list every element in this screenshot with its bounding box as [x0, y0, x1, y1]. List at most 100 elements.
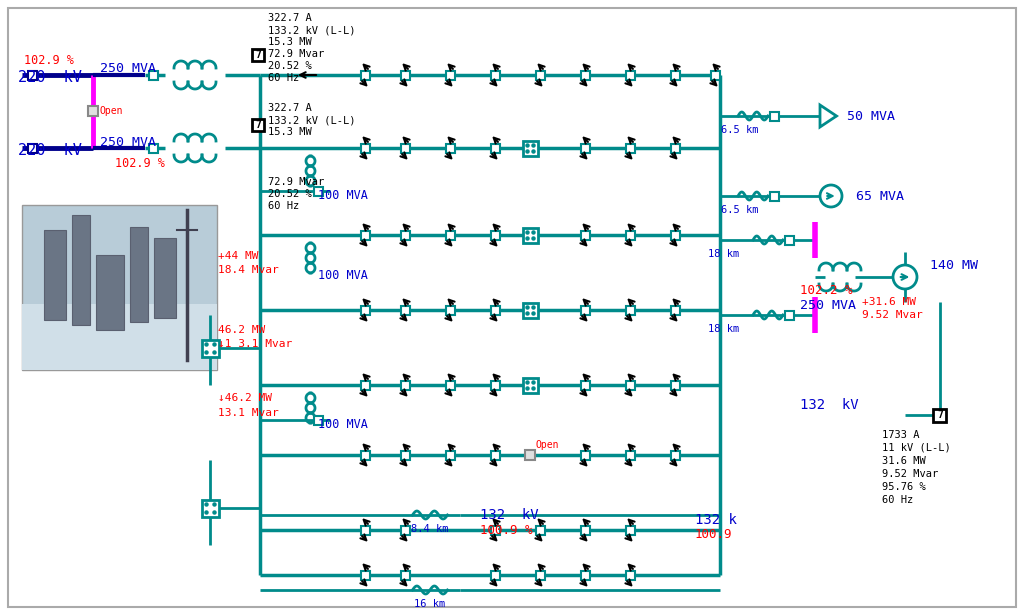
Bar [148, 143, 158, 153]
Text: 15.3 MW: 15.3 MW [268, 37, 311, 47]
Bar [626, 381, 635, 389]
Text: 95.76 %: 95.76 % [882, 482, 926, 492]
Bar [252, 119, 264, 131]
Text: 15.3 MW: 15.3 MW [268, 127, 311, 137]
Bar [522, 140, 538, 156]
Bar [626, 143, 635, 153]
Bar [360, 71, 370, 79]
Text: 7: 7 [255, 50, 261, 60]
Bar [445, 306, 455, 314]
Text: 102.2 %: 102.2 % [800, 284, 853, 296]
Text: 60 Hz: 60 Hz [268, 201, 299, 211]
Text: 250 MVA: 250 MVA [800, 298, 856, 312]
Bar [360, 381, 370, 389]
Bar [671, 71, 680, 79]
Text: 18 km: 18 km [709, 249, 739, 259]
Text: 8.4 km: 8.4 km [412, 524, 449, 534]
Bar [626, 231, 635, 239]
Bar [313, 416, 323, 424]
Bar [130, 227, 148, 322]
Circle shape [820, 185, 842, 207]
Bar [581, 571, 590, 579]
Text: ↓1 3.1 Mvar: ↓1 3.1 Mvar [218, 339, 292, 349]
Bar [770, 191, 779, 200]
Text: 11 kV (L-L): 11 kV (L-L) [882, 443, 950, 453]
Text: 7: 7 [255, 120, 261, 130]
Text: 133.2 kV (L-L): 133.2 kV (L-L) [268, 115, 355, 125]
Bar [445, 231, 455, 239]
Text: 18 km: 18 km [709, 324, 739, 334]
Bar [785, 236, 795, 245]
Bar [536, 525, 545, 534]
Bar [202, 339, 218, 357]
Bar [400, 381, 410, 389]
Bar [96, 255, 124, 330]
Bar [581, 71, 590, 79]
Text: 9.52 Mvar: 9.52 Mvar [882, 469, 938, 479]
Text: +31.6 MW: +31.6 MW [862, 297, 916, 307]
Bar [490, 571, 500, 579]
Bar [400, 571, 410, 579]
Bar [626, 525, 635, 534]
Bar [360, 571, 370, 579]
Text: 31.6 MW: 31.6 MW [882, 456, 926, 466]
Bar [490, 381, 500, 389]
Text: 220  kV: 220 kV [18, 143, 82, 157]
Bar [360, 231, 370, 239]
Text: 18.4 Mvar: 18.4 Mvar [218, 265, 279, 275]
Text: 72.9 Mvar: 72.9 Mvar [268, 49, 325, 59]
Bar [360, 306, 370, 314]
Bar [671, 451, 680, 459]
Bar [626, 71, 635, 79]
Text: 102.9 %: 102.9 % [24, 54, 74, 66]
Bar [44, 230, 66, 320]
Text: 60 Hz: 60 Hz [882, 495, 913, 505]
Text: 250 MVA: 250 MVA [100, 135, 156, 148]
Bar [22, 304, 217, 370]
Bar [445, 451, 455, 459]
Bar [581, 525, 590, 534]
Bar [522, 228, 538, 242]
Bar [785, 311, 795, 320]
Bar [626, 571, 635, 579]
Text: 132  kV: 132 kV [800, 398, 859, 412]
Text: 16 km: 16 km [415, 599, 445, 609]
Polygon shape [820, 105, 837, 127]
Bar [581, 381, 590, 389]
Bar [445, 143, 455, 153]
Bar [581, 231, 590, 239]
Bar [581, 306, 590, 314]
Text: 60 Hz: 60 Hz [268, 73, 299, 83]
Bar [490, 231, 500, 239]
Text: 100 MVA: 100 MVA [318, 269, 368, 282]
Bar [445, 71, 455, 79]
Bar [581, 143, 590, 153]
Bar [360, 525, 370, 534]
Text: 140 MW: 140 MW [930, 258, 978, 271]
Text: 322.7 A: 322.7 A [268, 13, 311, 23]
Bar [490, 525, 500, 534]
Text: 7: 7 [937, 410, 943, 420]
Bar [28, 71, 37, 79]
Text: 100.9: 100.9 [695, 528, 732, 541]
Bar [22, 205, 217, 370]
Bar [671, 231, 680, 239]
Text: 132 k: 132 k [695, 513, 737, 527]
Bar [525, 450, 535, 460]
Text: 132  kV: 132 kV [480, 508, 539, 522]
Bar [400, 306, 410, 314]
Bar [154, 238, 176, 318]
Text: 9.52 Mvar: 9.52 Mvar [862, 310, 923, 320]
Bar [400, 231, 410, 239]
Bar [400, 525, 410, 534]
Bar [88, 106, 98, 116]
Text: 102.9 %: 102.9 % [115, 156, 165, 170]
Bar [490, 306, 500, 314]
Text: ↓46.2 MW: ↓46.2 MW [218, 393, 272, 403]
Text: 20.52 %: 20.52 % [268, 189, 311, 199]
Text: 322.7 A: 322.7 A [268, 103, 311, 113]
Bar [28, 143, 37, 153]
Text: 6.5 km: 6.5 km [721, 205, 759, 215]
Bar [72, 215, 90, 325]
Text: 220  kV: 220 kV [18, 69, 82, 84]
